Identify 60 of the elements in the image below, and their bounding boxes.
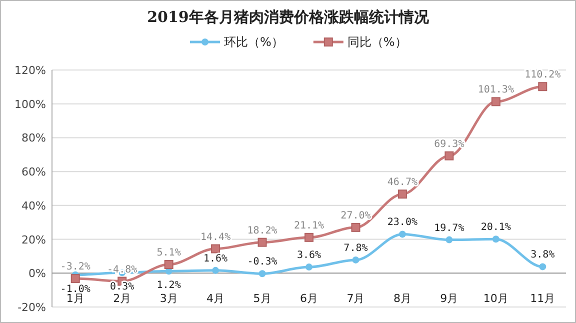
- x-tick-label: 5月: [253, 292, 272, 305]
- x-tick-label: 11月: [530, 292, 556, 305]
- y-tick-label: -20%: [18, 301, 46, 314]
- y-tick-label: 100%: [14, 98, 46, 111]
- data-label: 7.8%: [344, 242, 368, 254]
- data-label: 1.2%: [156, 280, 181, 292]
- point: [164, 260, 174, 270]
- data-label: 21.1%: [294, 220, 324, 232]
- point: [211, 244, 220, 254]
- point: [538, 82, 548, 92]
- data-label: 101.3%: [478, 84, 514, 96]
- data-label: 3.6%: [296, 250, 322, 262]
- point: [398, 190, 407, 199]
- point: [492, 236, 500, 243]
- point: [258, 238, 267, 247]
- data-label: -3.2%: [60, 262, 90, 273]
- data-label: 27.0%: [340, 210, 371, 222]
- data-label: 3.8%: [530, 250, 555, 261]
- data-label: -1.0%: [60, 284, 90, 295]
- data-label: 18.2%: [247, 225, 278, 236]
- x-tick-label: 10月: [483, 292, 508, 305]
- point: [398, 230, 406, 238]
- y-tick-label: 60%: [22, 166, 46, 179]
- x-tick-label: 9月: [440, 292, 458, 305]
- data-label: 20.1%: [480, 222, 511, 234]
- point: [212, 266, 220, 274]
- x-tick-label: 3月: [160, 292, 178, 305]
- data-label: 5.1%: [156, 248, 181, 259]
- y-tick-label: 40%: [22, 199, 46, 212]
- x-tick-label: 1月: [66, 292, 84, 305]
- data-label: 19.7%: [434, 222, 464, 234]
- data-label: 110.2%: [524, 70, 561, 81]
- data-label: 14.4%: [200, 232, 231, 243]
- point: [306, 264, 312, 271]
- point: [258, 270, 266, 278]
- y-tick-label: 80%: [22, 132, 46, 145]
- data-label: 23.0%: [387, 217, 418, 228]
- point: [304, 232, 314, 242]
- point: [444, 151, 454, 160]
- y-tick-label: 0%: [28, 267, 46, 280]
- legend-label: 环比（%）: [224, 35, 284, 49]
- point: [539, 263, 546, 270]
- point: [446, 236, 453, 244]
- y-tick-label: 120%: [14, 64, 46, 77]
- data-label: 46.7%: [387, 177, 418, 188]
- data-label: 1.6%: [204, 253, 228, 264]
- x-tick-label: 8月: [393, 292, 412, 305]
- x-tick-label: 4月: [206, 292, 225, 305]
- point: [352, 256, 360, 264]
- x-tick-label: 6月: [300, 292, 318, 305]
- point: [491, 97, 500, 106]
- x-tick-label: 7月: [346, 292, 365, 305]
- legend-label: 同比（%）: [347, 35, 407, 49]
- point: [70, 274, 80, 284]
- point: [351, 222, 360, 232]
- y-tick-label: 20%: [22, 233, 46, 246]
- chart-title: 2019年各月猪肉消费价格涨跌幅统计情况: [147, 8, 430, 26]
- data-label: 0.3%: [110, 282, 134, 293]
- x-tick-label: 2月: [113, 292, 132, 305]
- data-label: -0.3%: [247, 256, 278, 268]
